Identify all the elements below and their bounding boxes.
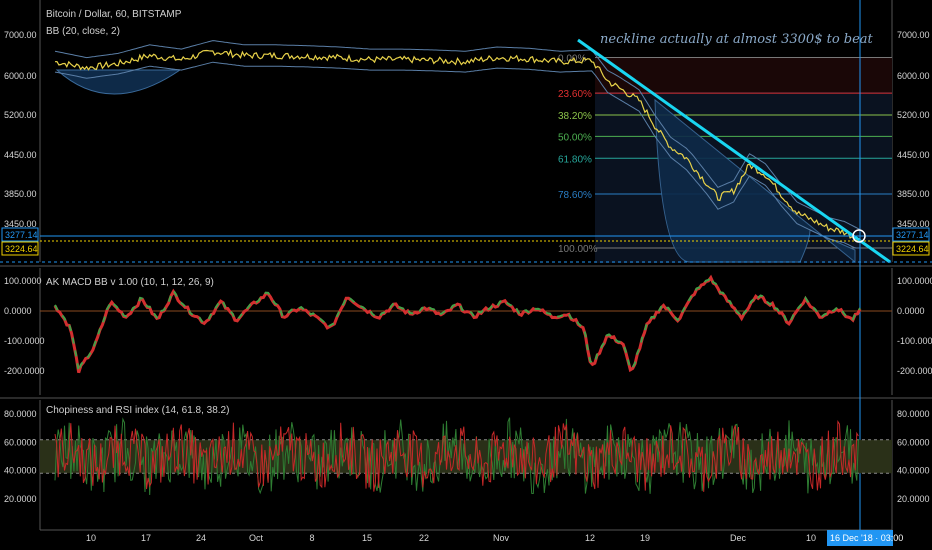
macd-tick-left: 100.0000 [4, 276, 42, 286]
time-tick: 15 [362, 533, 372, 543]
macd-tick-left: -200.0000 [4, 366, 45, 376]
price-tick-right: 4450.00 [897, 150, 930, 160]
time-tick: 19 [640, 533, 650, 543]
cursor-time-label: 16 Dec '18 · 03:00 [830, 533, 903, 543]
fib-label: 38.20% [558, 111, 592, 122]
time-tick: 10 [86, 533, 96, 543]
fib-label: 61.80% [558, 154, 592, 165]
time-tick: 12 [585, 533, 595, 543]
rsi-tick-left: 40.0000 [4, 466, 37, 476]
price-tag-text: 3224.64 [896, 244, 929, 254]
cursor-time-tag [827, 530, 893, 546]
time-tick: 22 [419, 533, 429, 543]
price-tick-left: 7000.00 [4, 30, 37, 40]
macd-tick-left: 0.0000 [4, 306, 32, 316]
price-tick-right: 6000.00 [897, 71, 930, 81]
macd-axis-left: 100.0000 0.0000 -100.0000 -200.0000 [4, 276, 45, 376]
price-axis-right[interactable]: 7000.00 6000.00 5200.00 4450.00 3850.00 3450.… [897, 30, 930, 229]
time-tick: 17 [141, 533, 151, 543]
macd-tick-right: 0.0000 [897, 306, 925, 316]
chart-title: Bitcoin / Dollar, 60, BITSTAMP [46, 9, 182, 20]
rsi-line [54, 420, 859, 492]
fib-levels: 0.00% 23.60% 38.20% 50.00% 61.80% 78.60% 100.0… [558, 54, 892, 255]
price-tick-left: 3450.00 [4, 219, 37, 229]
price-panel[interactable]: 0.00% 23.60% 38.20% 50.00% 61.80% 78.60% 100.0… [0, 0, 932, 532]
macd-tick-right: 100.0000 [897, 276, 932, 286]
macd-signal-line [54, 274, 861, 373]
bollinger-lower [54, 61, 860, 249]
price-tick-left: 3850.00 [4, 189, 37, 199]
time-tick: Nov [493, 533, 510, 543]
price-tag-text: 3277.14 [896, 230, 929, 240]
price-axis-left: 7000.00 6000.00 5200.00 4450.00 3850.00 3450.… [4, 30, 37, 229]
time-tick: 24 [196, 533, 206, 543]
price-tag-text: 3277.14 [5, 230, 38, 240]
fib-zone-top [595, 58, 892, 92]
chop-line [54, 417, 859, 496]
fib-label: 100.00% [558, 244, 598, 255]
rsi-axis-left: 80.0000 60.0000 40.0000 20.0000 [4, 409, 37, 504]
price-tags: 3277.14 3277.14 3224.64 3224.64 [1, 227, 930, 256]
fib-label: 50.00% [558, 132, 592, 143]
macd-tick-right: -200.0000 [897, 366, 932, 376]
rsi-panel[interactable]: Chopiness and RSI index (14, 61.8, 38.2)… [4, 405, 930, 504]
time-tick: Dec [730, 533, 747, 543]
macd-tick-left: -100.0000 [4, 336, 45, 346]
bollinger-upper [54, 40, 861, 231]
macd-indicator-label[interactable]: AK MACD BB v 1.00 (10, 1, 12, 26, 9) [46, 277, 214, 288]
neckline-annotation: neckline actually at almost 3300$ to bea… [600, 32, 874, 47]
rsi-tick-right: 80.0000 [897, 409, 930, 419]
rsi-axis-right: 80.0000 60.0000 40.0000 20.0000 [897, 409, 930, 504]
rsi-tick-left: 80.0000 [4, 409, 37, 419]
price-tag-box [1, 227, 39, 242]
macd-panel[interactable]: AK MACD BB v 1.00 (10, 1, 12, 26, 9) 100… [4, 274, 932, 376]
time-axis[interactable]: 10 17 24 Oct 8 15 22 Nov 12 19 Dec 10 [86, 533, 816, 543]
price-tag-box [892, 241, 930, 256]
price-tick-right: 5200.00 [897, 110, 930, 120]
bb-indicator-label[interactable]: BB (20, close, 2) [46, 26, 120, 37]
price-tick-right: 3450.00 [897, 219, 930, 229]
price-series-line [54, 48, 861, 243]
time-tick: 10 [806, 533, 816, 543]
rsi-tick-left: 20.0000 [4, 494, 37, 504]
price-tag-text: 3224.64 [5, 244, 38, 254]
time-tick: Oct [249, 533, 264, 543]
rsi-tick-right: 60.0000 [897, 437, 930, 447]
price-tag-box [1, 241, 39, 256]
rounded-bottom-left [55, 69, 182, 95]
price-tag-box [892, 227, 930, 242]
neckline-trendline[interactable] [577, 38, 891, 264]
price-tick-right: 3850.00 [897, 189, 930, 199]
rsi-indicator-label[interactable]: Chopiness and RSI index (14, 61.8, 38.2) [46, 405, 229, 416]
fib-label: 78.60% [558, 190, 592, 201]
price-tick-left: 4450.00 [4, 150, 37, 160]
fib-label: 23.60% [558, 89, 592, 100]
fib-label: 0.00% [558, 54, 586, 65]
rsi-tick-left: 60.0000 [4, 437, 37, 447]
price-tick-left: 5200.00 [4, 110, 37, 120]
target-circle[interactable] [852, 229, 866, 243]
macd-axis-right: 100.0000 0.0000 -100.0000 -200.0000 [897, 276, 932, 376]
price-tick-left: 6000.00 [4, 71, 37, 81]
rounded-bottom-right [654, 98, 856, 264]
rsi-tick-right: 20.0000 [897, 494, 930, 504]
macd-tick-right: -100.0000 [897, 336, 932, 346]
rsi-tick-right: 40.0000 [897, 466, 930, 476]
time-tick: 8 [309, 533, 314, 543]
price-tick-right: 7000.00 [897, 30, 930, 40]
